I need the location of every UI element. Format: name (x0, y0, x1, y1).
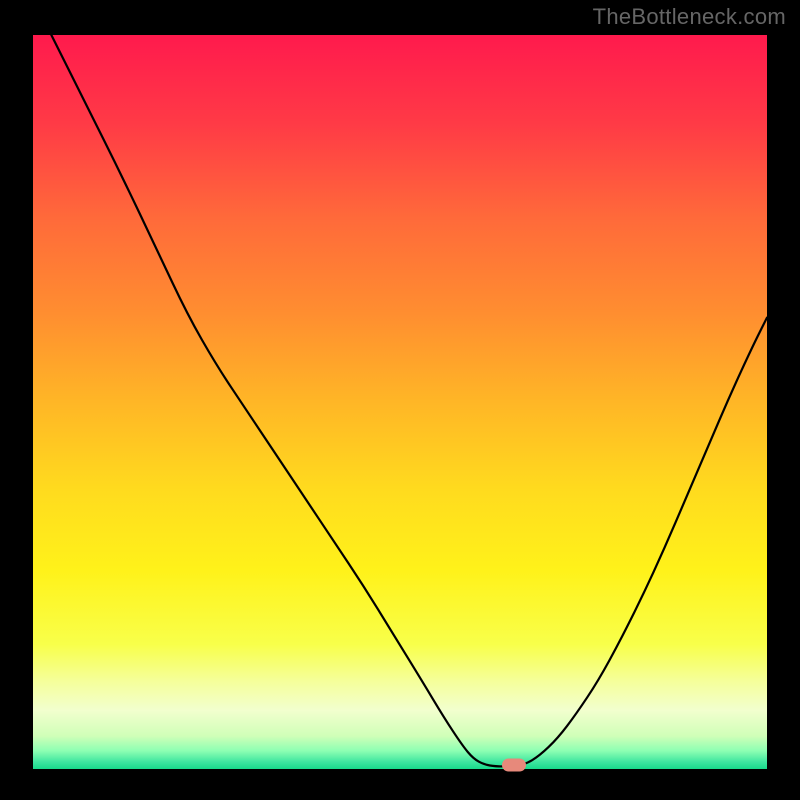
attribution-text: TheBottleneck.com (593, 4, 786, 30)
chart-plot-area (33, 35, 767, 769)
chart-svg (33, 35, 767, 769)
chart-background (33, 35, 767, 769)
optimal-marker (502, 758, 526, 771)
